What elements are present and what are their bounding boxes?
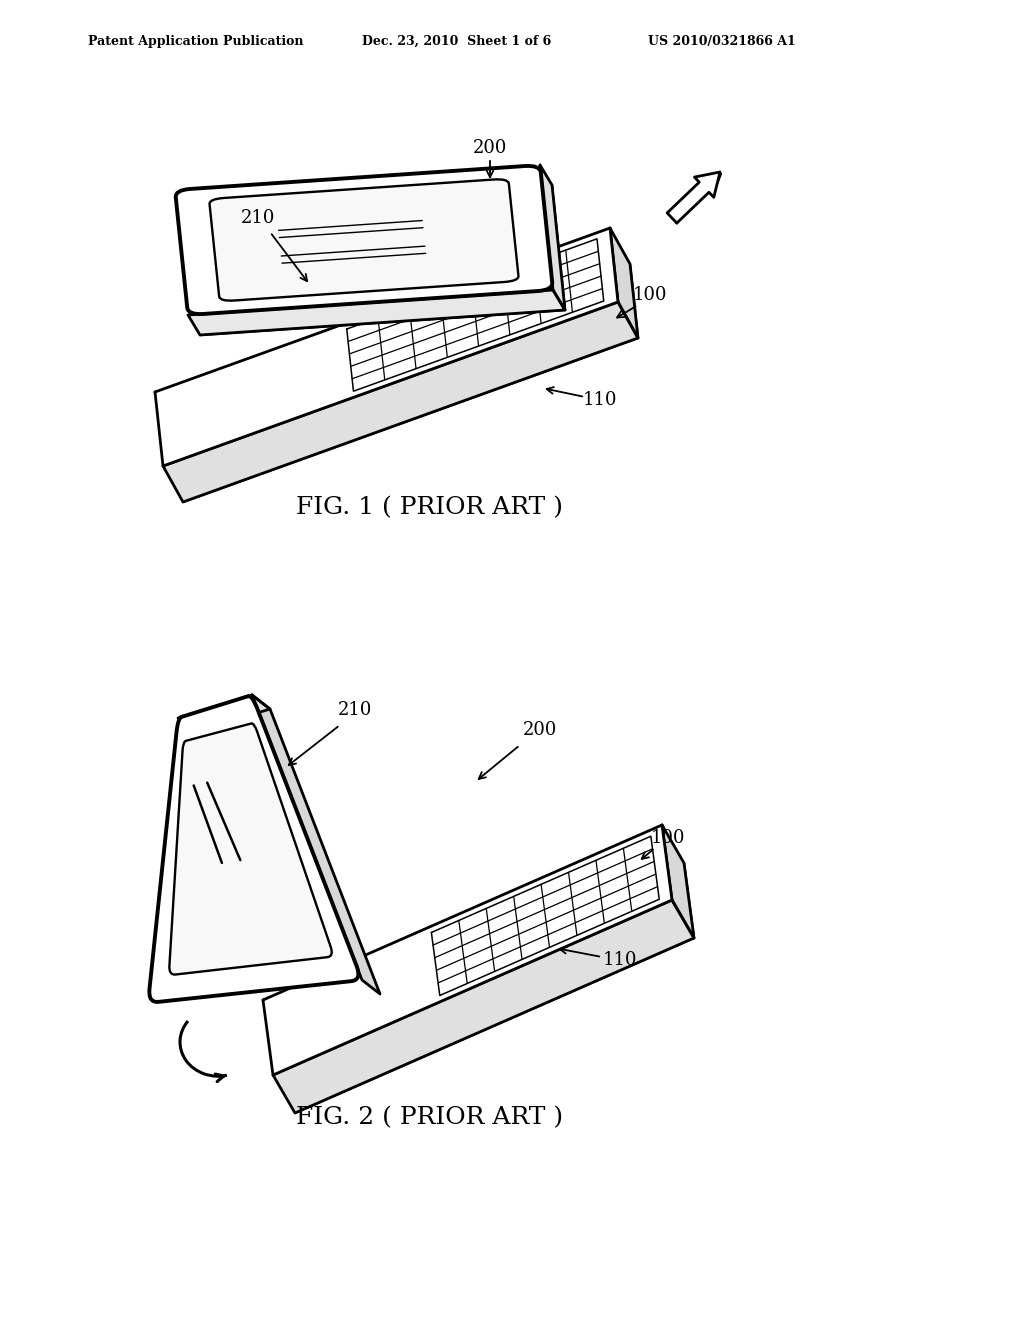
Polygon shape xyxy=(285,863,694,1113)
Polygon shape xyxy=(668,172,720,223)
Polygon shape xyxy=(175,264,638,502)
PathPatch shape xyxy=(210,180,518,301)
Polygon shape xyxy=(347,239,604,391)
Text: FIG. 2 ( PRIOR ART ): FIG. 2 ( PRIOR ART ) xyxy=(296,1106,563,1130)
Polygon shape xyxy=(431,837,659,995)
Text: Dec. 23, 2010  Sheet 1 of 6: Dec. 23, 2010 Sheet 1 of 6 xyxy=(362,36,551,48)
Text: 210: 210 xyxy=(241,209,275,227)
Polygon shape xyxy=(187,185,565,335)
Polygon shape xyxy=(610,228,638,338)
PathPatch shape xyxy=(176,166,552,314)
Polygon shape xyxy=(178,696,270,733)
Text: 110: 110 xyxy=(583,391,617,409)
Polygon shape xyxy=(252,696,380,994)
Text: FIG. 1 ( PRIOR ART ): FIG. 1 ( PRIOR ART ) xyxy=(297,496,563,520)
PathPatch shape xyxy=(169,723,332,974)
Text: US 2010/0321866 A1: US 2010/0321866 A1 xyxy=(648,36,796,48)
Text: 200: 200 xyxy=(523,721,557,739)
Text: 100: 100 xyxy=(650,829,685,847)
Text: Patent Application Publication: Patent Application Publication xyxy=(88,36,303,48)
Text: 110: 110 xyxy=(603,950,637,969)
Polygon shape xyxy=(662,825,694,939)
PathPatch shape xyxy=(150,696,358,1002)
Polygon shape xyxy=(188,290,565,335)
Polygon shape xyxy=(263,825,672,1074)
Polygon shape xyxy=(155,228,618,466)
Text: 100: 100 xyxy=(633,286,668,304)
Polygon shape xyxy=(273,900,694,1113)
Polygon shape xyxy=(540,165,565,310)
Text: 210: 210 xyxy=(338,701,372,719)
Polygon shape xyxy=(163,302,638,502)
Text: 200: 200 xyxy=(473,139,507,157)
